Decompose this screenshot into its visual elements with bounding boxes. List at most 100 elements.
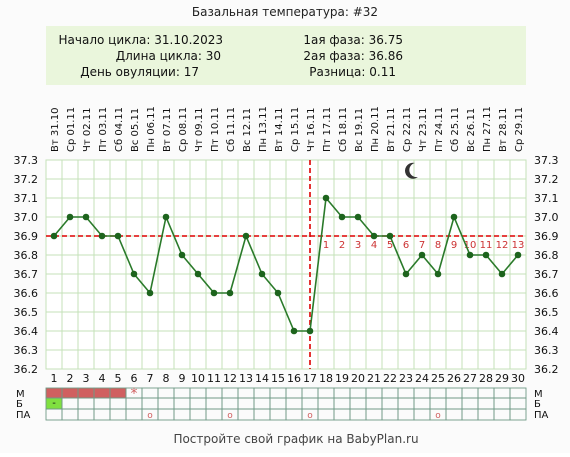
temperature-point <box>306 327 314 335</box>
y-tick-label-right: 36.9 <box>534 230 559 243</box>
post-ovulation-count: 11 <box>480 240 493 251</box>
chart-title: Базальная температура: #32 <box>192 5 378 19</box>
moon-icon <box>405 162 418 179</box>
date-label: Вт 14.11 <box>274 108 285 153</box>
date-label: Ср 15.11 <box>290 107 301 152</box>
temperature-point <box>66 213 74 221</box>
temperature-series <box>50 194 522 335</box>
post-ovulation-count: 13 <box>512 240 525 251</box>
date-label: Пн 27.11 <box>482 106 493 152</box>
day-number: 26 <box>447 372 461 385</box>
temperature-point <box>226 289 234 297</box>
date-label: Чт 09.11 <box>194 108 205 153</box>
day-number: 1 <box>51 372 58 385</box>
temperature-point <box>338 213 346 221</box>
temperature-point <box>114 232 122 240</box>
y-tick-label-right: 36.2 <box>534 363 559 376</box>
menses-cell <box>78 388 94 398</box>
date-label: Вс 05.11 <box>130 108 141 152</box>
day-number: 13 <box>239 372 253 385</box>
temperature-point <box>514 251 522 259</box>
temperature-point <box>98 232 106 240</box>
day-number: 19 <box>335 372 349 385</box>
date-label: Чт 23.11 <box>418 108 429 153</box>
intercourse-mark: o <box>227 411 233 421</box>
y-tick-label-right: 36.5 <box>534 306 559 319</box>
y-tick-label-left: 36.5 <box>14 306 39 319</box>
post-ovulation-count: 10 <box>464 240 477 251</box>
day-number: 14 <box>255 372 269 385</box>
day-number: 18 <box>319 372 333 385</box>
date-label: Сб 25.11 <box>450 107 461 152</box>
row-label-left: М <box>16 389 25 400</box>
y-tick-label-right: 37.1 <box>534 192 559 205</box>
day-number: 3 <box>83 372 90 385</box>
temperature-point <box>370 232 378 240</box>
row-label-right: М <box>534 389 543 400</box>
y-tick-label-left: 36.8 <box>14 249 39 262</box>
y-tick-label-right: 36.3 <box>534 344 559 357</box>
symptom-rows: М МБ БПА ПА*-o o o o <box>16 386 549 421</box>
day-number: 2 <box>67 372 74 385</box>
y-tick-label-right: 36.6 <box>534 287 559 300</box>
ovulation-day-text: День овуляции: 17 <box>80 65 199 79</box>
temperature-point <box>178 251 186 259</box>
day-number: 4 <box>99 372 106 385</box>
cycle-length-text: Длина цикла: 30 <box>116 49 221 63</box>
day-number: 30 <box>511 372 525 385</box>
y-axis-left: 37.3 37.2 37.1 37.0 36.9 36.8 36.7 36.6 36.5 36.4… <box>14 154 39 376</box>
y-tick-label-right: 37.3 <box>534 154 559 167</box>
date-label: Сб 04.11 <box>114 107 125 152</box>
post-ovulation-counts: 1 2 3 4 5 6 7 8 9 10 11 12 13 <box>323 240 525 251</box>
post-ovulation-count: 6 <box>403 240 409 251</box>
temperature-point <box>210 289 218 297</box>
date-label: Ср 08.11 <box>178 107 189 152</box>
temperature-point <box>386 232 394 240</box>
footer-text: Постройте свой график на BabyPlan.ru <box>173 432 418 446</box>
y-tick-label-left: 37.0 <box>14 211 39 224</box>
date-label: Чт 16.11 <box>306 108 317 153</box>
temperature-point <box>258 270 266 278</box>
y-tick-label-left: 36.9 <box>14 230 39 243</box>
y-tick-label-right: 37.2 <box>534 173 559 186</box>
menses-cell <box>94 388 110 398</box>
day-number: 22 <box>383 372 397 385</box>
temperature-line <box>53 196 519 332</box>
date-label: Пн 06.11 <box>146 106 157 152</box>
date-labels: Вт 31.10 Ср 01.11 Чт 02.11 Пт 03.11 Сб 04.11… <box>50 106 525 152</box>
post-ovulation-count: 1 <box>323 240 329 251</box>
grid <box>45 159 527 370</box>
discharge-mark: - <box>52 398 56 409</box>
date-label: Ср 01.11 <box>66 107 77 152</box>
phase2-text: 2ая фаза: 36.86 <box>303 49 403 63</box>
day-number: 28 <box>479 372 493 385</box>
post-ovulation-count: 3 <box>355 240 361 251</box>
temperature-point <box>146 289 154 297</box>
day-number: 7 <box>147 372 154 385</box>
temperature-point <box>482 251 490 259</box>
menses-star: * <box>131 386 138 402</box>
temperature-point <box>194 270 202 278</box>
day-number: 24 <box>415 372 429 385</box>
day-number: 8 <box>163 372 170 385</box>
date-label: Пн 20.11 <box>370 106 381 152</box>
x-axis-day-numbers: 1 2 3 4 5 6 7 8 9 10 11 12 13 14 15 16 17 18 19 20 21 22 23 24 2… <box>51 372 526 385</box>
post-ovulation-count: 7 <box>419 240 425 251</box>
temperature-point <box>130 270 138 278</box>
date-label: Чт 02.11 <box>82 108 93 153</box>
info-panel <box>46 26 526 85</box>
y-tick-label-right: 36.8 <box>534 249 559 262</box>
y-tick-label-right: 36.4 <box>534 325 559 338</box>
post-ovulation-count: 9 <box>451 240 457 251</box>
y-tick-label-left: 37.2 <box>14 173 39 186</box>
intercourse-mark: o <box>147 411 153 421</box>
post-ovulation-count: 12 <box>496 240 509 251</box>
day-number: 23 <box>399 372 413 385</box>
intercourse-mark: o <box>435 411 441 421</box>
date-label: Вт 31.10 <box>50 108 61 153</box>
day-number: 6 <box>131 372 138 385</box>
y-tick-label-left: 36.2 <box>14 363 39 376</box>
date-label: Пт 10.11 <box>210 107 221 152</box>
y-tick-label-left: 36.4 <box>14 325 39 338</box>
post-ovulation-count: 8 <box>435 240 441 251</box>
